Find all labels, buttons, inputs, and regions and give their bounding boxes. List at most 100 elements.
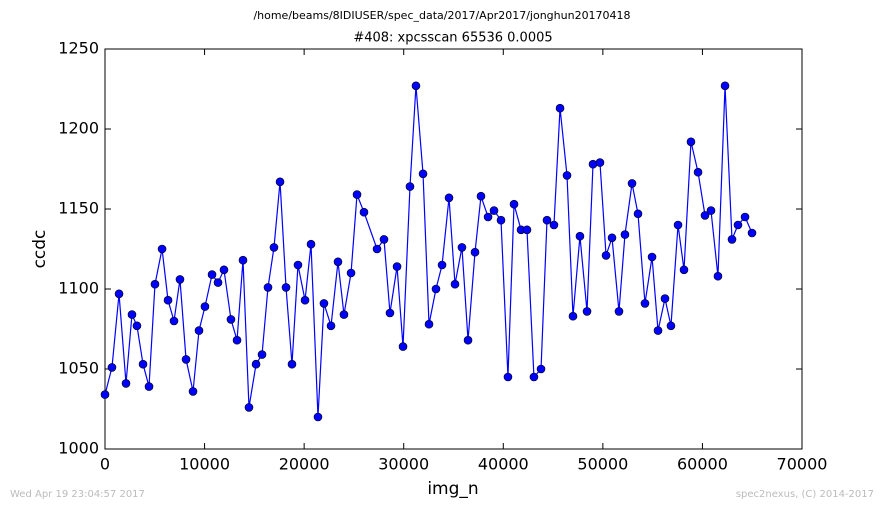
data-point xyxy=(181,355,191,364)
x-tick-label: 40000 xyxy=(478,455,529,474)
plot-frame xyxy=(104,48,803,450)
data-point xyxy=(627,179,637,188)
data-point xyxy=(536,364,546,374)
data-point xyxy=(175,275,185,284)
data-point xyxy=(232,335,242,345)
x-axis-label: img_n xyxy=(427,479,478,499)
data-point xyxy=(470,247,480,257)
data-point xyxy=(398,342,408,351)
data-point xyxy=(653,326,663,335)
data-point xyxy=(352,190,362,199)
data-point xyxy=(509,199,519,209)
footer-right: spec2nexus, (C) 2014-2017 xyxy=(736,489,874,500)
x-tick-label: 20000 xyxy=(279,455,330,474)
data-point xyxy=(673,220,683,230)
data-point xyxy=(138,359,148,369)
data-point xyxy=(313,412,323,422)
data-point xyxy=(588,159,598,169)
data-point xyxy=(700,211,710,220)
data-point xyxy=(379,235,389,244)
data-point xyxy=(727,235,737,244)
data-point xyxy=(107,363,117,372)
data-point xyxy=(188,387,198,396)
data-point xyxy=(555,103,565,113)
data-point xyxy=(326,321,336,331)
data-point xyxy=(693,167,703,177)
x-tick-label: 30000 xyxy=(378,455,429,474)
data-point xyxy=(660,294,670,303)
data-point xyxy=(213,278,223,287)
x-tick-label: 60000 xyxy=(677,455,728,474)
data-point xyxy=(666,321,676,331)
data-point xyxy=(503,372,513,382)
data-point xyxy=(127,310,137,319)
data-point xyxy=(740,212,750,222)
data-point xyxy=(549,220,559,230)
data-point xyxy=(575,231,585,241)
data-point xyxy=(620,230,630,239)
data-point xyxy=(733,220,743,230)
data-point xyxy=(418,169,428,179)
data-point xyxy=(333,257,343,267)
footer-left: Wed Apr 19 23:04:57 2017 xyxy=(10,489,145,500)
data-point xyxy=(747,228,757,238)
data-point xyxy=(411,81,421,91)
data-point xyxy=(132,321,142,331)
data-point xyxy=(614,307,624,316)
data-point xyxy=(686,137,696,147)
data-point xyxy=(582,307,592,316)
data-point xyxy=(392,262,402,271)
data-point xyxy=(405,182,415,191)
y-tick-label: 1200 xyxy=(58,119,99,138)
data-point xyxy=(601,251,611,260)
y-axis-label: ccdc xyxy=(30,230,50,269)
data-point xyxy=(287,359,297,369)
data-point xyxy=(339,310,349,319)
data-point xyxy=(647,252,657,262)
data-point xyxy=(640,299,650,308)
data-point xyxy=(281,283,291,292)
suptitle: /home/beams/8IDIUSER/spec_data/2017/Apr2… xyxy=(253,9,630,22)
data-point xyxy=(157,244,167,254)
data-point xyxy=(238,255,248,265)
data-point xyxy=(679,265,689,275)
data-line xyxy=(104,85,753,418)
data-point xyxy=(463,335,473,345)
data-point xyxy=(372,244,382,254)
y-tick-label: 1000 xyxy=(58,439,99,458)
data-point xyxy=(522,225,532,235)
data-point xyxy=(269,243,279,252)
data-point xyxy=(207,270,217,279)
data-point xyxy=(568,311,578,321)
data-point xyxy=(300,295,310,305)
data-point xyxy=(306,239,316,249)
data-point xyxy=(194,326,204,335)
data-point xyxy=(562,171,572,180)
x-tick-label: 10000 xyxy=(179,455,230,474)
data-point xyxy=(275,177,285,187)
y-tick-label: 1050 xyxy=(58,359,99,378)
data-point xyxy=(263,283,273,292)
data-point xyxy=(489,206,499,215)
data-point xyxy=(114,289,124,299)
data-point xyxy=(450,279,460,289)
data-point xyxy=(476,191,486,201)
data-point xyxy=(219,265,229,275)
data-point xyxy=(542,215,552,225)
data-point xyxy=(144,382,154,391)
data-point xyxy=(720,81,730,91)
data-point xyxy=(529,372,539,382)
data-point xyxy=(457,243,467,252)
data-point xyxy=(431,284,441,294)
y-tick-label: 1150 xyxy=(58,199,99,218)
data-point xyxy=(633,209,643,219)
data-point xyxy=(251,359,261,369)
data-point xyxy=(100,390,110,399)
data-point xyxy=(244,403,254,412)
data-point xyxy=(163,295,173,305)
data-point xyxy=(607,233,617,243)
data-point xyxy=(706,206,716,215)
data-point xyxy=(385,308,395,318)
